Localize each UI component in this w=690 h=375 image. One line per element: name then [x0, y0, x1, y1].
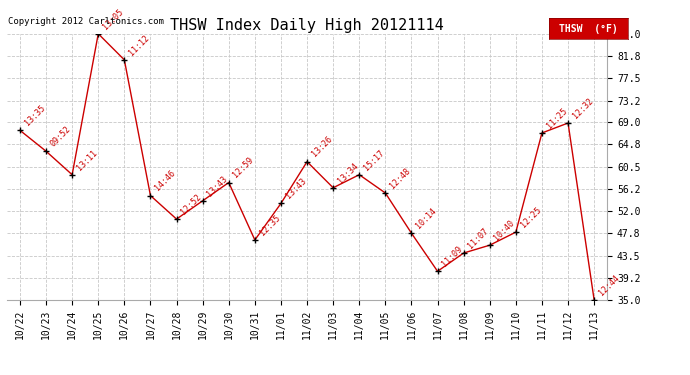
Text: 12:52: 12:52 — [179, 192, 204, 216]
Text: 10:40: 10:40 — [493, 218, 517, 242]
Text: 12:59: 12:59 — [232, 156, 255, 180]
Text: 11:09: 11:09 — [440, 244, 464, 268]
Text: 12:35: 12:35 — [257, 213, 282, 237]
Text: 13:43: 13:43 — [206, 174, 230, 198]
Text: 13:34: 13:34 — [336, 161, 360, 185]
Text: Copyright 2012 Carltonics.com: Copyright 2012 Carltonics.com — [8, 17, 164, 26]
Text: 13:43: 13:43 — [284, 177, 308, 201]
Text: 13:26: 13:26 — [310, 135, 334, 159]
Text: 15:17: 15:17 — [362, 148, 386, 172]
Text: 12:44: 12:44 — [597, 273, 621, 297]
Text: 11:25: 11:25 — [544, 106, 569, 130]
Text: THSW  (°F): THSW (°F) — [559, 24, 618, 33]
Title: THSW Index Daily High 20121114: THSW Index Daily High 20121114 — [170, 18, 444, 33]
Text: 12:32: 12:32 — [571, 96, 595, 120]
Text: 11:12: 11:12 — [127, 33, 151, 57]
Text: 13:35: 13:35 — [23, 104, 47, 128]
Text: 11:07: 11:07 — [466, 226, 491, 250]
Text: 12:48: 12:48 — [388, 166, 412, 190]
Text: 09:52: 09:52 — [49, 124, 73, 148]
Text: 12:25: 12:25 — [519, 206, 542, 230]
Text: 13:11: 13:11 — [75, 148, 99, 172]
Text: 14:46: 14:46 — [153, 169, 177, 193]
Text: 10:14: 10:14 — [414, 206, 438, 230]
Text: 13:05: 13:05 — [101, 7, 125, 31]
